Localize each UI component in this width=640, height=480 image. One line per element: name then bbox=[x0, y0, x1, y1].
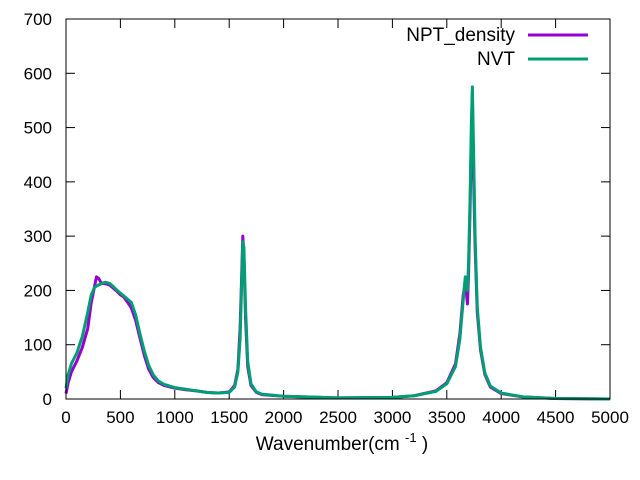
x-tick-label: 4000 bbox=[482, 408, 520, 427]
x-tick-label: 2000 bbox=[265, 408, 303, 427]
y-tick-label: 500 bbox=[24, 119, 52, 138]
series-line-nvt bbox=[64, 85, 611, 401]
y-tick-label: 300 bbox=[24, 227, 52, 246]
x-tick-label: 2500 bbox=[319, 408, 357, 427]
x-axis-label-main: Wavenumber(cm bbox=[256, 434, 400, 455]
x-axis-label-tail: ) bbox=[422, 434, 428, 455]
y-tick-label: 200 bbox=[24, 281, 52, 300]
x-tick-label: 3000 bbox=[373, 408, 411, 427]
legend-label: NVT bbox=[477, 49, 515, 70]
x-tick-label: 0 bbox=[61, 408, 70, 427]
axis-ticks: 0 500 1000 1500 2000 2500 3000 3500 4000 4500 5000… bbox=[24, 10, 629, 427]
y-tick-label: 400 bbox=[24, 173, 52, 192]
x-tick-label: 1500 bbox=[210, 408, 248, 427]
x-tick-label: 4500 bbox=[537, 408, 575, 427]
series-line-npt-density bbox=[64, 93, 611, 401]
x-tick-label: 3500 bbox=[428, 408, 466, 427]
y-tick-label: 600 bbox=[24, 64, 52, 83]
y-tick-label: 100 bbox=[24, 336, 52, 355]
series-lines bbox=[64, 85, 611, 401]
x-tick-label: 5000 bbox=[591, 408, 629, 427]
legend-label: NPT_density bbox=[406, 25, 515, 46]
x-axis-label-sup: -1 bbox=[405, 430, 417, 445]
plot-frame bbox=[65, 18, 611, 400]
x-axis-label: Wavenumber(cm -1 ) bbox=[256, 426, 428, 455]
y-tick-label: 0 bbox=[43, 390, 52, 409]
y-tick-label: 700 bbox=[24, 10, 52, 29]
x-tick-label: 500 bbox=[106, 408, 134, 427]
legend: NPT_density NVT bbox=[406, 25, 588, 70]
x-tick-label: 1000 bbox=[156, 408, 194, 427]
